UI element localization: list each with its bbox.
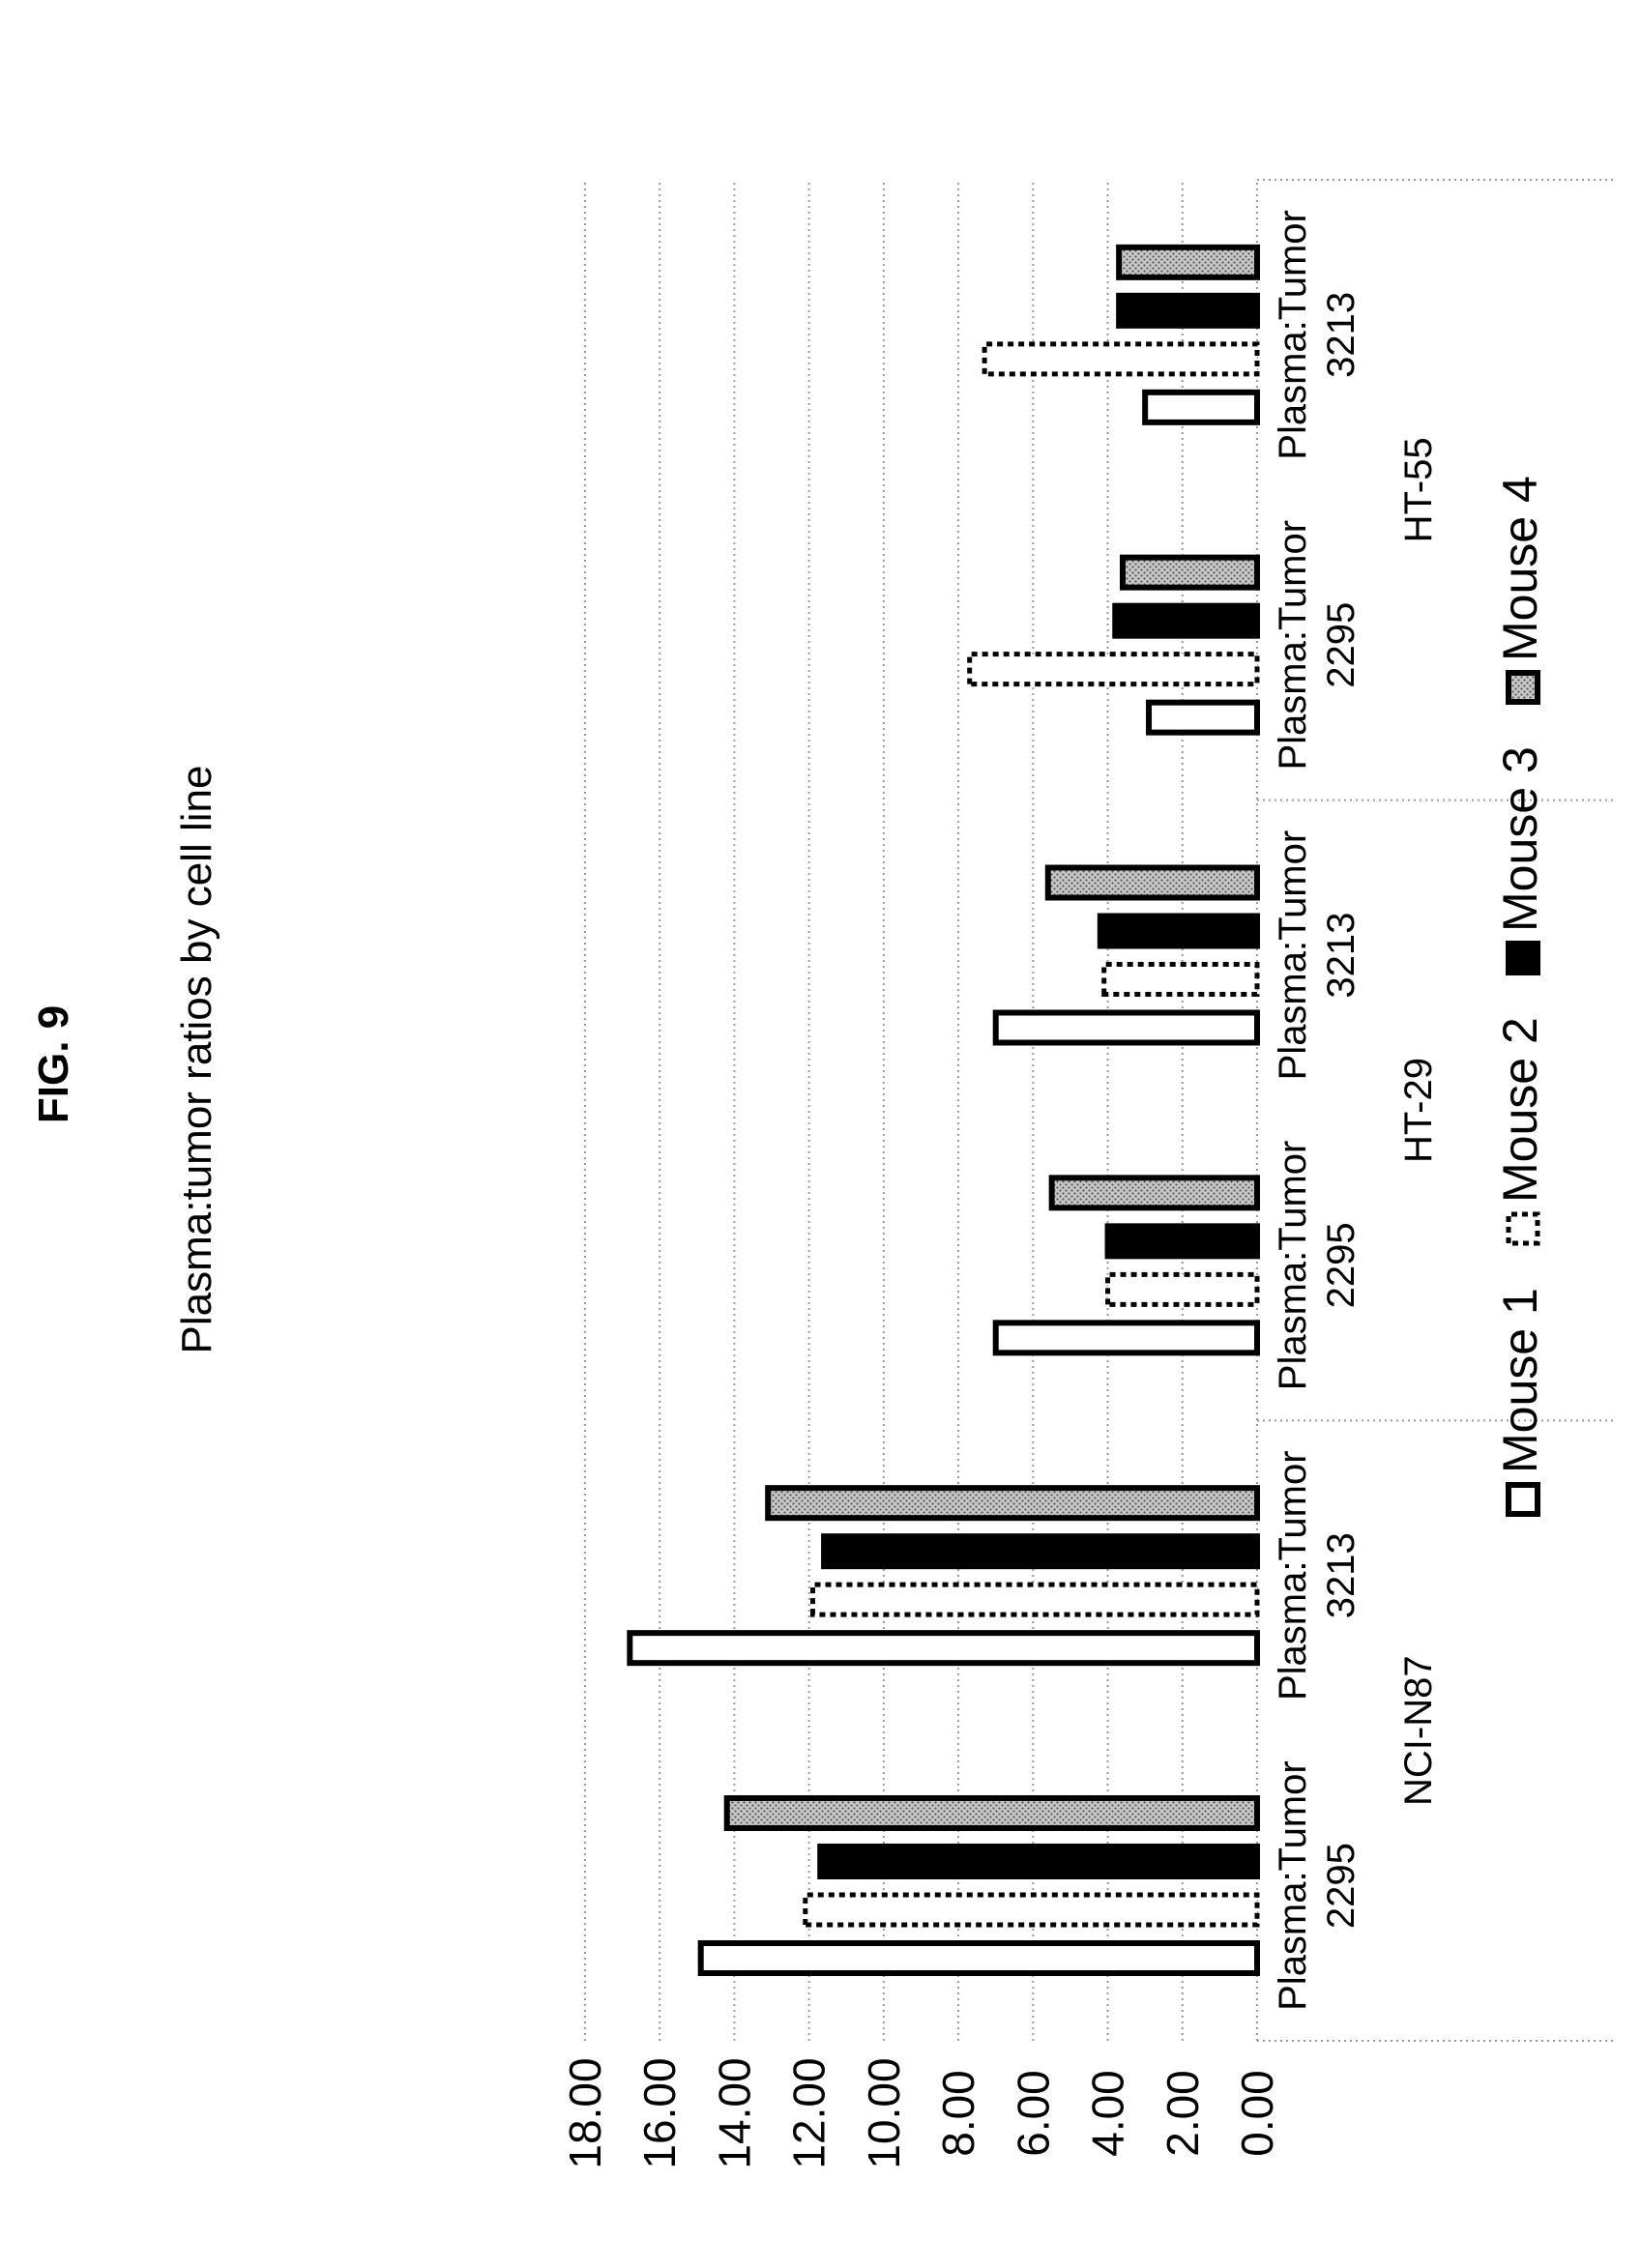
bar-mouse-4 (1044, 864, 1261, 901)
category-label-line1: Plasma:Tumor (1272, 1141, 1314, 1391)
bar-mouse-1 (697, 1940, 1260, 1976)
category-label-line1: Plasma:Tumor (1272, 1450, 1314, 1701)
bar-mouse-3 (817, 1844, 1260, 1879)
bar-mouse-1 (627, 1630, 1260, 1667)
category-label-line2: 3213 (1320, 292, 1363, 378)
legend-swatch (1506, 670, 1540, 705)
group-label: HT-55 (1397, 437, 1440, 542)
y-tick-label: 8.00 (933, 2070, 983, 2157)
bar-mouse-3 (1112, 602, 1261, 639)
bar-mouse-2 (967, 652, 1260, 687)
bar-mouse-2 (810, 1582, 1260, 1617)
bar-mouse-2 (803, 1892, 1260, 1928)
bar-mouse-2 (1105, 1271, 1260, 1307)
bar-mouse-3 (1116, 292, 1261, 329)
category-label-line1: Plasma:Tumor (1272, 520, 1314, 771)
category-label-line1: Plasma:Tumor (1272, 210, 1314, 460)
legend-swatch (1506, 941, 1540, 975)
y-tick-label: 16.00 (634, 2057, 685, 2168)
category-label-line1: Plasma:Tumor (1272, 830, 1314, 1081)
group-label: NCI-N87 (1397, 1655, 1440, 1806)
figure-label: FIG. 9 (30, 1005, 77, 1123)
category-label-line2: 2295 (1320, 1222, 1363, 1308)
category-label-line2: 2295 (1320, 1843, 1363, 1929)
bars (627, 244, 1261, 1976)
bar-mouse-2 (1101, 962, 1260, 997)
y-tick-label: 10.00 (859, 2057, 909, 2168)
bar-mouse-4 (723, 1795, 1260, 1831)
category-label-line2: 2295 (1320, 602, 1363, 688)
bar-mouse-1 (992, 1009, 1260, 1046)
legend-swatch (1506, 1482, 1540, 1517)
category-label-line1: Plasma:Tumor (1272, 1760, 1314, 2011)
legend-swatch (1506, 1211, 1540, 1246)
y-tick-label: 0.00 (1232, 2070, 1282, 2157)
bar-mouse-1 (1142, 389, 1260, 425)
gridlines (584, 180, 1184, 2041)
y-axis-ticks: 0.00 2.00 4.00 6.00 8.00 10.00 12.00 14.00 16.00… (560, 2057, 1282, 2168)
bar-mouse-4 (1116, 244, 1261, 280)
bar-mouse-3 (1097, 913, 1261, 949)
y-tick-label: 4.00 (1083, 2070, 1133, 2157)
y-tick-label: 18.00 (560, 2057, 610, 2168)
bar-mouse-4 (765, 1485, 1260, 1522)
legend-label: Mouse 3 (1493, 746, 1547, 932)
legend-label: Mouse 2 (1493, 1017, 1547, 1203)
chart-title: Plasma:tumor ratios by cell line (173, 766, 220, 1354)
bar-mouse-4 (1048, 1175, 1261, 1211)
y-tick-label: 12.00 (784, 2057, 835, 2168)
y-tick-label: 6.00 (1008, 2070, 1058, 2157)
y-tick-label: 14.00 (709, 2057, 759, 2168)
bar-mouse-1 (992, 1320, 1260, 1356)
bar-mouse-3 (1104, 1223, 1260, 1260)
legend-label: Mouse 4 (1493, 476, 1547, 661)
y-tick-label: 2.00 (1157, 2070, 1208, 2157)
category-label-line2: 3213 (1320, 1532, 1363, 1618)
legend-label: Mouse 1 (1493, 1288, 1547, 1473)
bar-mouse-2 (982, 341, 1260, 377)
bar-mouse-4 (1120, 554, 1260, 591)
bar-mouse-1 (1146, 699, 1261, 736)
legend: Mouse 1 Mouse 2 Mouse 3 Mouse 4 (1493, 476, 1547, 1517)
group-label: HT-29 (1397, 1058, 1440, 1163)
bar-mouse-3 (821, 1533, 1260, 1570)
category-label-line2: 3213 (1320, 913, 1363, 999)
category-axis-frame (1256, 179, 1615, 2042)
